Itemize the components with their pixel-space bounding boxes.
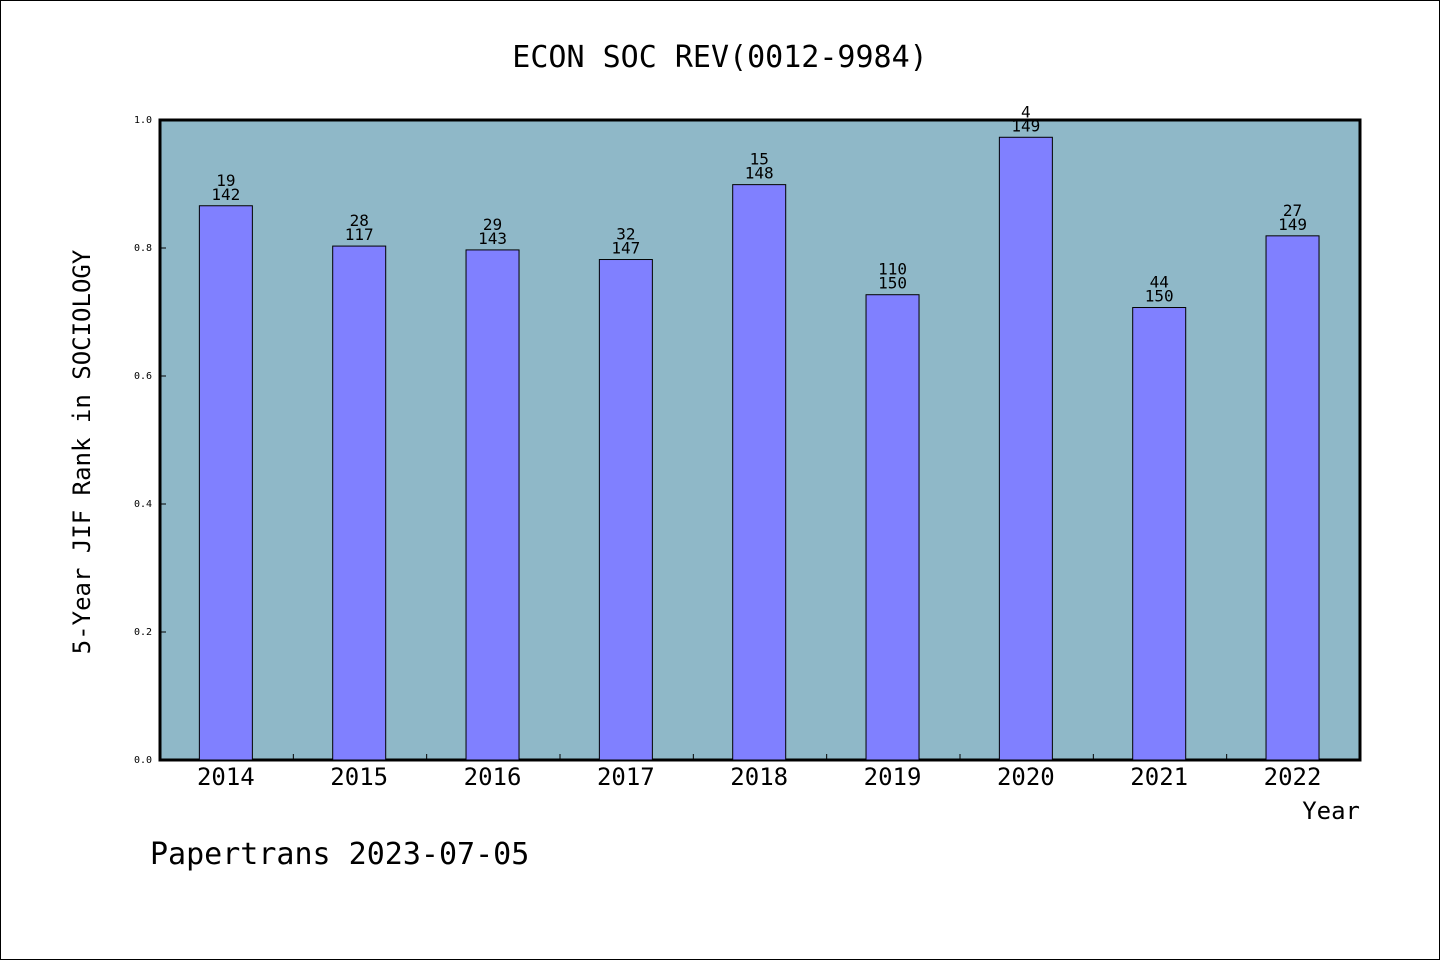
footer-text: Papertrans 2023-07-05: [150, 837, 529, 872]
bar: [732, 184, 787, 761]
bar: [1265, 235, 1320, 761]
x-tick-label: 2019: [864, 763, 922, 791]
x-tick-label: 2014: [197, 763, 255, 791]
y-tick-label: 0.2: [134, 627, 152, 638]
bar-total-label: 147: [611, 239, 640, 258]
bar-rank-label: 19: [216, 171, 235, 190]
bar-total-label: 142: [211, 185, 240, 204]
bar-total-label: 148: [745, 164, 774, 183]
bar-rank-label: 27: [1283, 201, 1302, 220]
bar-total-label: 149: [1278, 215, 1307, 234]
bar-total-label: 117: [345, 225, 374, 244]
y-tick-label: 1.0: [134, 115, 152, 126]
bar-rank-label: 44: [1150, 273, 1169, 292]
bar: [865, 294, 920, 761]
bar: [198, 205, 253, 761]
x-tick-label: 2021: [1130, 763, 1188, 791]
bar-rank-label: 29: [483, 215, 502, 234]
y-tick-label: 0.4: [134, 499, 152, 510]
x-tick-label: 2022: [1264, 763, 1322, 791]
y-tick-label: 0.6: [134, 371, 152, 382]
x-tick-label: 2018: [730, 763, 788, 791]
x-axis: 2014 2015 2016 2017 2018 2019 2020 2021 2022: [197, 754, 1321, 791]
bar: [1132, 307, 1187, 761]
chart-title: ECON SOC REV(0012-9984): [512, 40, 927, 75]
bar: [598, 259, 653, 761]
bar: [332, 245, 387, 761]
bar-rank-label: 28: [350, 211, 369, 230]
x-tick-label: 2016: [464, 763, 522, 791]
bar-total-label: 150: [878, 274, 907, 293]
bar-rank-label: 32: [616, 225, 635, 244]
bar-rank-label: 4: [1021, 102, 1031, 121]
bar-total-label: 143: [478, 229, 507, 248]
y-axis: 0.0 0.2 0.4 0.6 0.8 1.0: [134, 115, 166, 766]
x-tick-label: 2017: [597, 763, 655, 791]
y-axis-label: 5-Year JIF Rank in SOCIOLOGY: [68, 249, 96, 654]
bar-total-label: 150: [1145, 287, 1174, 306]
bar-rank-label: 15: [750, 150, 769, 169]
bar: [998, 136, 1053, 761]
x-tick-label: 2015: [330, 763, 388, 791]
bar: [465, 249, 520, 761]
x-axis-label: Year: [1302, 797, 1360, 825]
y-tick-label: 0.0: [134, 755, 152, 766]
bar-total-label: 149: [1011, 116, 1040, 135]
x-tick-label: 2020: [997, 763, 1055, 791]
y-tick-label: 0.8: [134, 243, 152, 254]
bar-rank-label: 110: [878, 260, 907, 279]
